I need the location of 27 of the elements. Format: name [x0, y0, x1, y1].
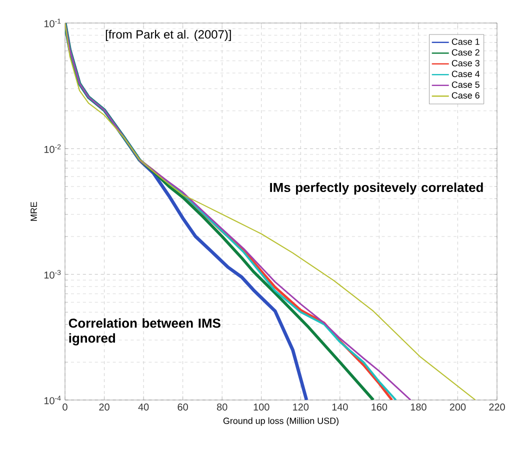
x-tick-label: 0 [62, 404, 68, 411]
annotation: Correlation between IMS ignored [68, 318, 220, 346]
x-tick-label: 40 [138, 404, 149, 411]
x-tick-label: 200 [450, 404, 466, 411]
legend-label: Case 4 [452, 70, 480, 78]
y-tick-label: 10$^{-4}$ [44, 396, 61, 404]
x-tick-label: 220 [489, 404, 505, 411]
x-tick-label: 140 [332, 404, 348, 411]
legend-label: Case 6 [452, 92, 480, 99]
y-tick-label: 10$^{-3}$ [44, 270, 61, 279]
y-tick-label: 10$^{-2}$ [44, 144, 61, 153]
x-tick-label: 160 [372, 404, 388, 411]
x-axis-title: Ground up loss (Million USD) [223, 417, 338, 426]
x-tick-label: 80 [216, 404, 228, 411]
x-tick-label: 60 [178, 404, 188, 411]
legend-label: Case 5 [452, 81, 480, 88]
legend-label: Case 1 [452, 38, 480, 45]
y-axis-title: MRE [30, 202, 37, 221]
y-tick-label: 10$^{-1}$ [44, 18, 61, 28]
legend-label: Case 3 [452, 60, 480, 66]
x-tick-label: 100 [254, 404, 270, 411]
x-tick-label: 180 [410, 404, 426, 411]
x-tick-label: 20 [99, 404, 110, 411]
annotation: IMs perfectly positevely correlated [270, 182, 483, 195]
legend-label: Case 2 [452, 49, 480, 56]
x-tick-label: 120 [293, 404, 309, 411]
annotation: [from Park et al. (2007)] [106, 30, 231, 42]
